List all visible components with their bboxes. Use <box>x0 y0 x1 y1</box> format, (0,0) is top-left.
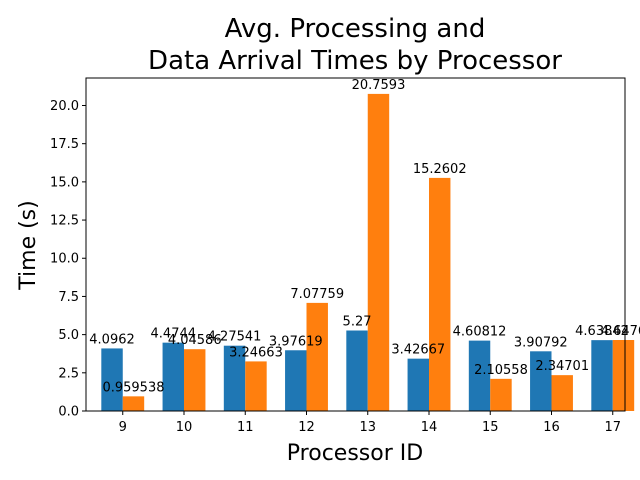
data-label-series-0: 4.60812 <box>453 325 507 340</box>
data-label-series-1: 20.7593 <box>352 78 406 93</box>
bar-series-1-10 <box>184 349 206 411</box>
bar-series-0-15 <box>468 340 491 411</box>
y-tick-label: 5.0 <box>58 328 79 343</box>
bar-series-0-10 <box>162 342 184 411</box>
bar-series-0-14 <box>407 358 429 411</box>
data-label-series-1: 4.6476 <box>601 324 640 339</box>
bar-series-0-13 <box>346 330 368 411</box>
data-label-series-1: 15.2602 <box>413 162 467 177</box>
x-axis-label: Processor ID <box>287 441 423 466</box>
bar-series-0-12 <box>285 350 307 411</box>
bar-series-0-9 <box>101 348 123 411</box>
bar-series-1-14 <box>429 177 451 411</box>
chart-title-line-1: Avg. Processing and <box>225 14 486 44</box>
data-label-series-1: 3.24663 <box>229 345 283 360</box>
x-tick-label: 16 <box>543 420 560 435</box>
data-label-series-1: 0.959538 <box>102 380 164 395</box>
y-tick-label: 17.5 <box>50 137 79 152</box>
data-label-series-1: 4.04586 <box>168 333 222 348</box>
x-tick-label: 10 <box>176 420 193 435</box>
bar-series-1-11 <box>245 361 267 411</box>
y-tick-label: 12.5 <box>50 214 79 229</box>
data-label-series-1: 2.10558 <box>474 363 528 378</box>
y-axis-label: Time (s) <box>16 200 41 290</box>
x-tick-label: 17 <box>604 420 621 435</box>
x-tick-label: 15 <box>482 420 499 435</box>
y-tick-label: 10.0 <box>50 252 79 267</box>
data-label-series-0: 3.97619 <box>269 334 323 349</box>
bar-series-1-13 <box>367 93 390 411</box>
x-tick-label: 9 <box>119 420 127 435</box>
x-tick-label: 14 <box>421 420 438 435</box>
bar-series-1-9 <box>122 396 145 411</box>
bar-series-0-16 <box>530 351 552 411</box>
bar-series-1-12 <box>306 302 328 411</box>
data-label-series-0: 3.42667 <box>391 343 445 358</box>
data-label-series-1: 7.07759 <box>290 287 344 302</box>
data-label-series-0: 5.27 <box>343 314 372 329</box>
bar-series-0-11 <box>223 345 246 411</box>
x-tick-label: 11 <box>237 420 254 435</box>
plot-area: 0.0 2.5 5.0 7.5 10.0 12.5 15.0 17.5 20.0 9 10 11 12 1… <box>50 77 640 435</box>
y-tick-label: 15.0 <box>50 175 79 190</box>
data-label-series-0: 4.4744 <box>151 327 197 342</box>
x-tick-label: 12 <box>298 420 315 435</box>
bar-series-1-15 <box>490 378 512 411</box>
data-label-series-0: 3.90792 <box>514 335 568 350</box>
data-label-series-0: 4.0962 <box>89 332 135 347</box>
y-tick-label: 0.0 <box>58 405 79 420</box>
chart-title-line-2: Data Arrival Times by Processor <box>148 46 562 76</box>
axes-frame <box>85 77 626 412</box>
y-tick-label: 7.5 <box>58 290 79 305</box>
data-label-series-0: 4.63842 <box>575 324 629 339</box>
bar-series-1-17 <box>612 340 635 411</box>
data-label-series-1: 2.34701 <box>535 359 589 374</box>
y-tick-label: 20.0 <box>50 99 79 114</box>
bar-series-1-16 <box>551 375 573 411</box>
y-tick-label: 2.5 <box>58 366 79 381</box>
bar-series-0-17 <box>591 340 613 411</box>
data-label-series-0: 4.27541 <box>208 330 262 345</box>
x-tick-label: 13 <box>359 420 376 435</box>
